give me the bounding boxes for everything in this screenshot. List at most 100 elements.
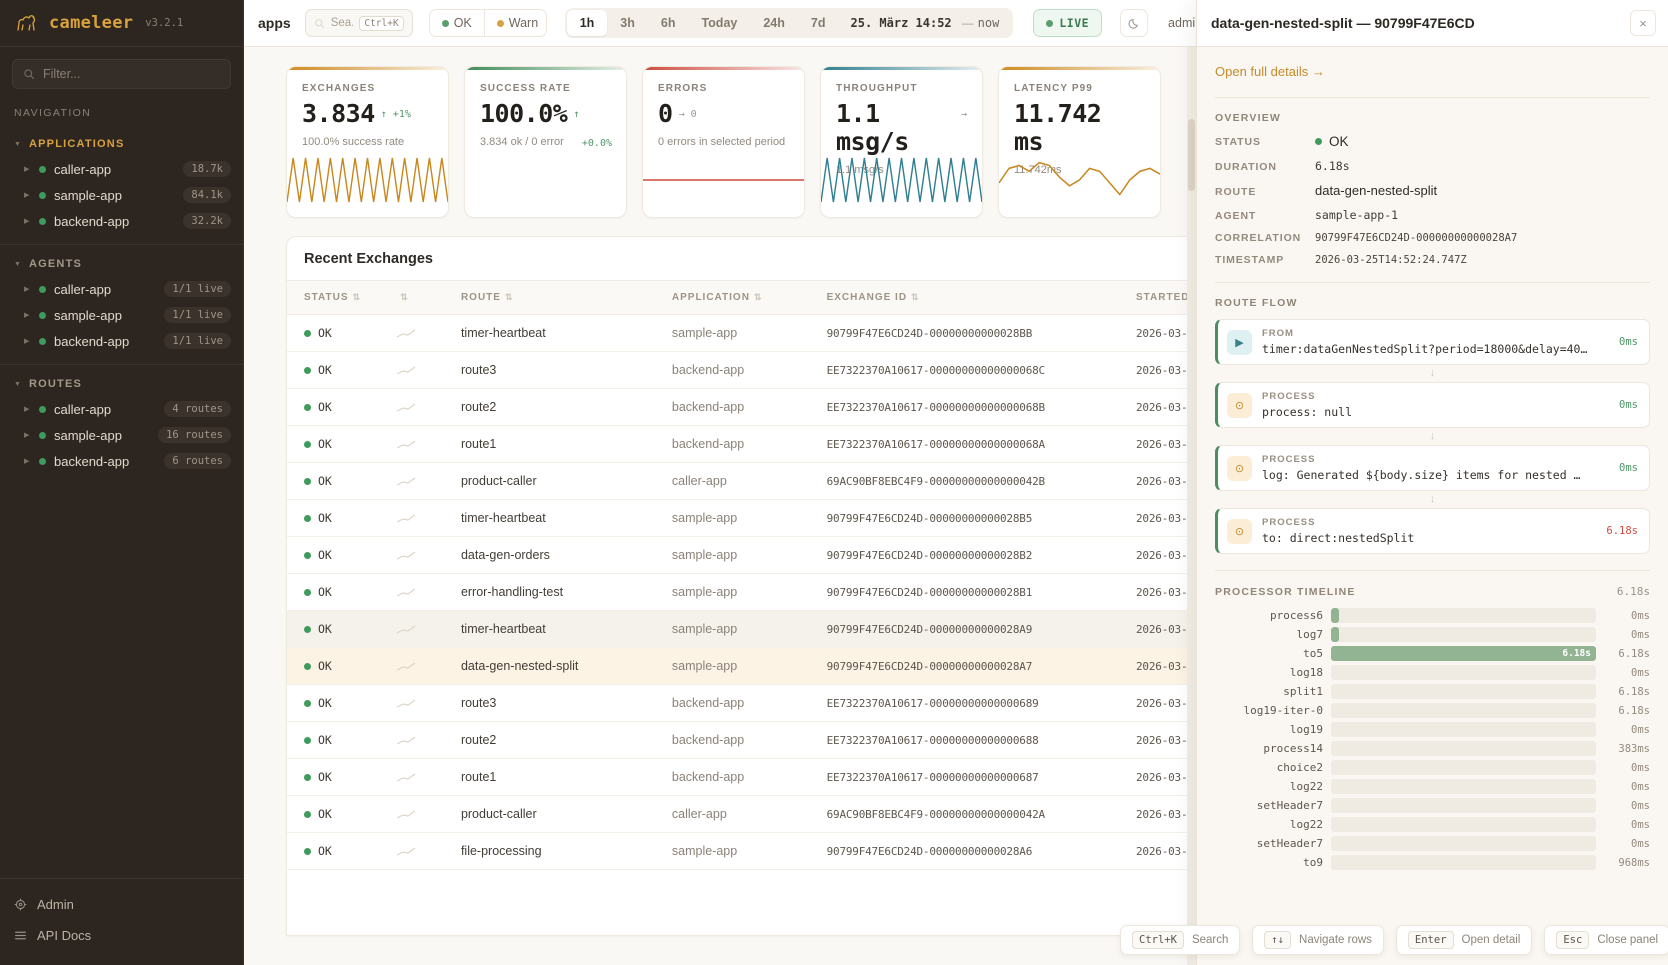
timeline-row[interactable]: setHeader7 0ms: [1215, 798, 1650, 813]
kpi-accent-stripe: [821, 67, 982, 70]
cell-status: OK: [287, 351, 389, 389]
sidebar-group-title: ROUTES: [29, 378, 83, 390]
col-route[interactable]: ROUTE ⇅: [452, 281, 664, 315]
chevron-right-icon: ▶: [24, 286, 30, 293]
sidebar-group-header[interactable]: ▼ APPLICATIONS: [0, 133, 243, 156]
help-chip: Enter Open detail: [1395, 925, 1533, 955]
timeline-row[interactable]: to9 968ms: [1215, 855, 1650, 870]
live-toggle[interactable]: LIVE: [1033, 9, 1103, 37]
route-flow-step[interactable]: ⊙ PROCESS to: direct:nestedSplit 6.18s: [1215, 508, 1650, 554]
status-label: OK: [318, 733, 332, 747]
overview-row: STATUS OK: [1215, 134, 1650, 149]
sidebar-item-caller-app[interactable]: ▶ caller-app 4 routes: [0, 396, 243, 422]
route-flow-step[interactable]: ⊙ PROCESS process: null 0ms: [1215, 382, 1650, 428]
cell-sparkline: [388, 536, 453, 574]
status-dot-icon: [304, 847, 311, 855]
timeline-duration: 0ms: [1631, 723, 1650, 736]
sidebar-item-backend-app[interactable]: ▶ backend-app 6 routes: [0, 448, 243, 474]
kpi-card-latency-p99[interactable]: LATENCY P99 11.742 ms 11.742ms: [998, 66, 1161, 218]
overview-key: STATUS: [1215, 136, 1261, 148]
overview-list: STATUS OK DURATION 6.18s ROUTE data-gen-…: [1215, 134, 1650, 266]
kpi-accent-stripe: [999, 67, 1160, 70]
timeline-row[interactable]: setHeader7 0ms: [1215, 836, 1650, 851]
timeline-row[interactable]: log7 0ms: [1215, 627, 1650, 642]
close-icon[interactable]: ×: [1630, 10, 1656, 36]
time-range-3h[interactable]: 3h: [620, 16, 635, 30]
help-chip: ↑↓ Navigate rows: [1252, 925, 1384, 955]
timeline-row[interactable]: log19-iter-0 6.18s: [1215, 703, 1650, 718]
sidebar-item-admin[interactable]: Admin: [0, 889, 243, 920]
sidebar-item-caller-app[interactable]: ▶ caller-app 18.7k: [0, 156, 243, 182]
sidebar-item-backend-app[interactable]: ▶ backend-app 1/1 live: [0, 328, 243, 354]
timeline-row[interactable]: process6 0ms: [1215, 608, 1650, 623]
kpi-card-errors[interactable]: ERRORS 0 → 0 0 errors in selected period: [642, 66, 805, 218]
timeline-row[interactable]: log18 0ms: [1215, 665, 1650, 680]
timeline-row[interactable]: choice2 0ms: [1215, 760, 1650, 775]
kpi-value-row: 11.742 ms: [1014, 100, 1145, 156]
col-exchange-id[interactable]: EXCHANGE ID ⇅: [818, 281, 1128, 315]
timeline-row[interactable]: split1 6.18s: [1215, 684, 1650, 699]
kpi-card-success-rate[interactable]: SUCCESS RATE 100.0% ↑ +0.0% 3.834 ok / 0…: [464, 66, 627, 218]
sidebar-group-header[interactable]: ▼ AGENTS: [0, 253, 243, 276]
time-range-bar[interactable]: 1h 3h 6h Today 24h 7d 25. März 14:52 — now: [564, 8, 1014, 38]
global-search[interactable]: Sea... Ctrl+K: [304, 9, 413, 37]
divider: [1215, 282, 1650, 283]
row-sparkline-icon: [396, 477, 416, 486]
sidebar-item-api-docs[interactable]: API Docs: [0, 920, 243, 951]
timeline-row[interactable]: process14 383ms: [1215, 741, 1650, 756]
timeline-row[interactable]: to5 6.18s 6.18s: [1215, 646, 1650, 661]
sidebar-group-header[interactable]: ▼ ROUTES: [0, 373, 243, 396]
route-flow-step[interactable]: ▶ FROM timer:dataGenNestedSplit?period=1…: [1215, 319, 1650, 365]
time-range-6h[interactable]: 6h: [660, 16, 676, 30]
status-dot-icon: [304, 736, 311, 744]
time-range-24h[interactable]: 24h: [763, 16, 785, 30]
time-range-today[interactable]: Today: [701, 16, 738, 30]
route-flow-step[interactable]: ⊙ PROCESS log: Generated ${body.size} it…: [1215, 445, 1650, 491]
timeline-track: [1331, 798, 1596, 813]
kpi-subtext: 0 errors in selected period: [658, 136, 786, 148]
kpi-card-throughput[interactable]: THROUGHPUT 1.1 msg/s → 1.1 msg/s: [820, 66, 983, 218]
sidebar-filter[interactable]: [12, 59, 231, 89]
col-application[interactable]: APPLICATION ⇅: [663, 281, 819, 315]
route-flow-text: FROM timer:dataGenNestedSplit?period=180…: [1262, 328, 1609, 356]
processor-timeline-list: process6 0ms log7 0ms to5 6.18s 6.18s lo…: [1215, 608, 1650, 870]
cell-application: backend-app: [663, 425, 819, 463]
help-chip: Esc Close panel: [1544, 925, 1668, 955]
overview-value: 2026-03-25T14:52:24.747Z: [1315, 254, 1467, 266]
sidebar-filter-input[interactable]: [43, 67, 220, 81]
kpi-card-exchanges[interactable]: EXCHANGES 3.834 ↑ +1% 100.0% success rat…: [286, 66, 449, 218]
timeline-row[interactable]: log22 0ms: [1215, 817, 1650, 832]
theme-toggle-button[interactable]: [1120, 9, 1149, 37]
sidebar-item-sample-app[interactable]: ▶ sample-app 16 routes: [0, 422, 243, 448]
timeline-row[interactable]: log19 0ms: [1215, 722, 1650, 737]
sidebar-item-sample-app[interactable]: ▶ sample-app 1/1 live: [0, 302, 243, 328]
timeline-row[interactable]: log22 0ms: [1215, 779, 1650, 794]
help-text: Open detail: [1461, 934, 1521, 946]
cell-sparkline: [388, 647, 453, 685]
sidebar-item-caller-app[interactable]: ▶ caller-app 1/1 live: [0, 276, 243, 302]
content-scrollbar[interactable]: [1187, 47, 1196, 965]
sidebar-item-admin-label: Admin: [37, 897, 74, 912]
cell-status: OK: [287, 462, 389, 500]
status-filter-ok[interactable]: OK: [430, 10, 485, 36]
status-filter-warn[interactable]: Warn: [485, 10, 546, 36]
time-range-7d[interactable]: 7d: [810, 16, 826, 30]
col-spark[interactable]: ⇅: [388, 281, 453, 315]
gear-icon: ⊙: [1227, 455, 1252, 481]
cell-route: timer-heartbeat: [452, 314, 664, 352]
open-full-details-link[interactable]: Open full details →: [1215, 64, 1325, 79]
time-range-1h[interactable]: 1h: [566, 10, 608, 36]
col-status[interactable]: STATUS ⇅: [287, 281, 389, 315]
timeline-track: [1331, 741, 1596, 756]
status-filter-group[interactable]: OK Warn E: [428, 9, 547, 37]
timeline-track: [1331, 722, 1596, 737]
status-label: OK: [318, 585, 332, 599]
sidebar-item-backend-app[interactable]: ▶ backend-app 32.2k: [0, 208, 243, 234]
help-text: Search: [1191, 934, 1229, 946]
brand[interactable]: cameleer v3.2.1: [0, 0, 243, 47]
overview-row: TIMESTAMP 2026-03-25T14:52:24.747Z: [1215, 254, 1650, 266]
scrollbar-thumb[interactable]: [1188, 119, 1195, 191]
kpi-sparkline: [999, 151, 1160, 209]
global-search-placeholder: Sea...: [330, 17, 354, 29]
sidebar-item-sample-app[interactable]: ▶ sample-app 84.1k: [0, 182, 243, 208]
